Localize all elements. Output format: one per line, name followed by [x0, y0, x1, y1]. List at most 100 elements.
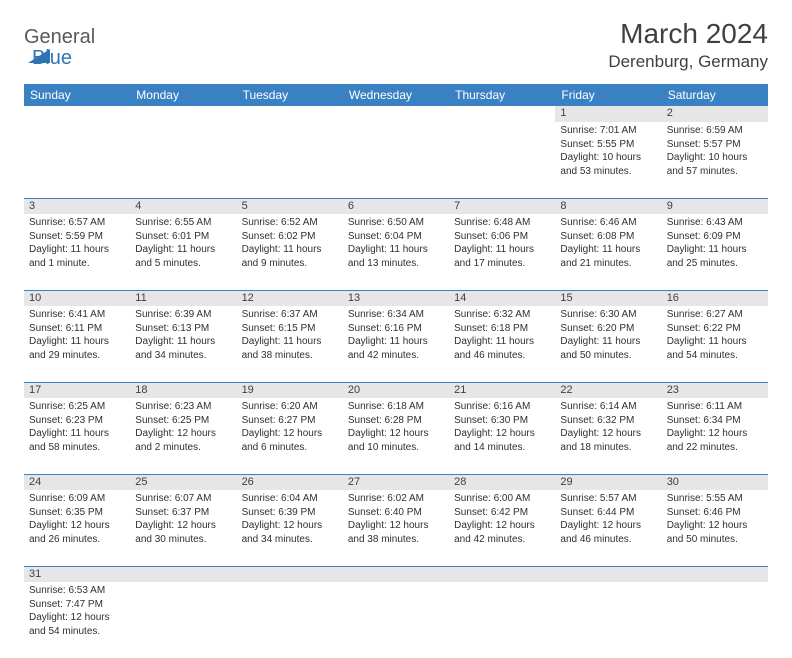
day-number: 30 [662, 475, 768, 489]
day-content: Sunrise: 6:57 AMSunset: 5:59 PMDaylight:… [24, 214, 130, 274]
day-content: Sunrise: 6:55 AMSunset: 6:01 PMDaylight:… [130, 214, 236, 274]
day-content: Sunrise: 6:18 AMSunset: 6:28 PMDaylight:… [343, 398, 449, 458]
day-content: Sunrise: 6:20 AMSunset: 6:27 PMDaylight:… [237, 398, 343, 458]
content-row: Sunrise: 6:57 AMSunset: 5:59 PMDaylight:… [24, 214, 768, 290]
day-number: 5 [237, 199, 343, 213]
day-number: 17 [24, 383, 130, 397]
day-content: Sunrise: 6:11 AMSunset: 6:34 PMDaylight:… [662, 398, 768, 458]
day-number: 28 [449, 475, 555, 489]
day-number: 6 [343, 199, 449, 213]
daynum-cell [130, 106, 236, 122]
daynum-cell: 31 [24, 566, 130, 582]
day-cell: Sunrise: 6:27 AMSunset: 6:22 PMDaylight:… [662, 306, 768, 382]
day-content: Sunrise: 6:37 AMSunset: 6:15 PMDaylight:… [237, 306, 343, 366]
daynum-row: 12 [24, 106, 768, 122]
weekday-header: Tuesday [237, 84, 343, 106]
day-content: Sunrise: 5:55 AMSunset: 6:46 PMDaylight:… [662, 490, 768, 550]
weekday-header: Wednesday [343, 84, 449, 106]
day-content: Sunrise: 6:23 AMSunset: 6:25 PMDaylight:… [130, 398, 236, 458]
day-content: Sunrise: 6:34 AMSunset: 6:16 PMDaylight:… [343, 306, 449, 366]
daynum-row: 24252627282930 [24, 474, 768, 490]
day-content: Sunrise: 6:43 AMSunset: 6:09 PMDaylight:… [662, 214, 768, 274]
day-content: Sunrise: 6:59 AMSunset: 5:57 PMDaylight:… [662, 122, 768, 182]
day-content: Sunrise: 6:50 AMSunset: 6:04 PMDaylight:… [343, 214, 449, 274]
daynum-cell: 1 [555, 106, 661, 122]
header: General Blue March 2024 Derenburg, Germa… [0, 0, 792, 80]
content-row: Sunrise: 6:53 AMSunset: 7:47 PMDaylight:… [24, 582, 768, 658]
day-number: 22 [555, 383, 661, 397]
day-number: 4 [130, 199, 236, 213]
daynum-cell: 30 [662, 474, 768, 490]
day-content: Sunrise: 5:57 AMSunset: 6:44 PMDaylight:… [555, 490, 661, 550]
content-row: Sunrise: 7:01 AMSunset: 5:55 PMDaylight:… [24, 122, 768, 198]
day-number: 12 [237, 291, 343, 305]
day-number: 25 [130, 475, 236, 489]
day-number: 8 [555, 199, 661, 213]
daynum-cell [24, 106, 130, 122]
daynum-cell: 13 [343, 290, 449, 306]
daynum-cell: 29 [555, 474, 661, 490]
day-cell: Sunrise: 6:04 AMSunset: 6:39 PMDaylight:… [237, 490, 343, 566]
header-right: March 2024 Derenburg, Germany [608, 18, 768, 72]
daynum-cell: 27 [343, 474, 449, 490]
day-number: 7 [449, 199, 555, 213]
day-cell [343, 582, 449, 658]
day-cell: Sunrise: 5:57 AMSunset: 6:44 PMDaylight:… [555, 490, 661, 566]
daynum-cell [662, 566, 768, 582]
weekday-header: Sunday [24, 84, 130, 106]
day-content: Sunrise: 6:14 AMSunset: 6:32 PMDaylight:… [555, 398, 661, 458]
daynum-cell [237, 106, 343, 122]
daynum-cell [449, 106, 555, 122]
day-content: Sunrise: 6:27 AMSunset: 6:22 PMDaylight:… [662, 306, 768, 366]
day-number: 1 [555, 106, 661, 120]
day-content: Sunrise: 6:46 AMSunset: 6:08 PMDaylight:… [555, 214, 661, 274]
day-cell: Sunrise: 6:41 AMSunset: 6:11 PMDaylight:… [24, 306, 130, 382]
day-cell: Sunrise: 6:25 AMSunset: 6:23 PMDaylight:… [24, 398, 130, 474]
day-cell: Sunrise: 6:32 AMSunset: 6:18 PMDaylight:… [449, 306, 555, 382]
daynum-cell: 12 [237, 290, 343, 306]
daynum-cell: 18 [130, 382, 236, 398]
day-cell [449, 122, 555, 198]
day-content: Sunrise: 6:48 AMSunset: 6:06 PMDaylight:… [449, 214, 555, 274]
logo-text-blue: Blue [32, 47, 72, 70]
day-cell [237, 122, 343, 198]
content-row: Sunrise: 6:25 AMSunset: 6:23 PMDaylight:… [24, 398, 768, 474]
day-cell: Sunrise: 6:23 AMSunset: 6:25 PMDaylight:… [130, 398, 236, 474]
day-cell: Sunrise: 6:46 AMSunset: 6:08 PMDaylight:… [555, 214, 661, 290]
daynum-cell: 17 [24, 382, 130, 398]
daynum-cell: 10 [24, 290, 130, 306]
day-number: 11 [130, 291, 236, 305]
daynum-cell: 24 [24, 474, 130, 490]
content-row: Sunrise: 6:41 AMSunset: 6:11 PMDaylight:… [24, 306, 768, 382]
day-cell [555, 582, 661, 658]
day-cell: Sunrise: 6:55 AMSunset: 6:01 PMDaylight:… [130, 214, 236, 290]
day-cell: Sunrise: 6:30 AMSunset: 6:20 PMDaylight:… [555, 306, 661, 382]
day-content: Sunrise: 6:30 AMSunset: 6:20 PMDaylight:… [555, 306, 661, 366]
day-cell: Sunrise: 6:48 AMSunset: 6:06 PMDaylight:… [449, 214, 555, 290]
weekday-header: Thursday [449, 84, 555, 106]
day-content: Sunrise: 6:00 AMSunset: 6:42 PMDaylight:… [449, 490, 555, 550]
day-cell: Sunrise: 6:52 AMSunset: 6:02 PMDaylight:… [237, 214, 343, 290]
day-cell: Sunrise: 6:39 AMSunset: 6:13 PMDaylight:… [130, 306, 236, 382]
daynum-cell [343, 566, 449, 582]
daynum-row: 17181920212223 [24, 382, 768, 398]
day-content: Sunrise: 6:07 AMSunset: 6:37 PMDaylight:… [130, 490, 236, 550]
calendar-body: 12Sunrise: 7:01 AMSunset: 5:55 PMDayligh… [24, 106, 768, 658]
day-number: 31 [24, 567, 130, 581]
day-cell: Sunrise: 7:01 AMSunset: 5:55 PMDaylight:… [555, 122, 661, 198]
weekday-header: Monday [130, 84, 236, 106]
day-number: 18 [130, 383, 236, 397]
daynum-cell [449, 566, 555, 582]
day-cell: Sunrise: 6:09 AMSunset: 6:35 PMDaylight:… [24, 490, 130, 566]
day-content: Sunrise: 6:39 AMSunset: 6:13 PMDaylight:… [130, 306, 236, 366]
daynum-cell: 26 [237, 474, 343, 490]
daynum-cell: 14 [449, 290, 555, 306]
day-number: 9 [662, 199, 768, 213]
daynum-cell: 3 [24, 198, 130, 214]
day-number: 13 [343, 291, 449, 305]
day-cell [130, 122, 236, 198]
weekday-header-row: SundayMondayTuesdayWednesdayThursdayFrid… [24, 84, 768, 106]
daynum-cell [555, 566, 661, 582]
day-cell [24, 122, 130, 198]
content-row: Sunrise: 6:09 AMSunset: 6:35 PMDaylight:… [24, 490, 768, 566]
